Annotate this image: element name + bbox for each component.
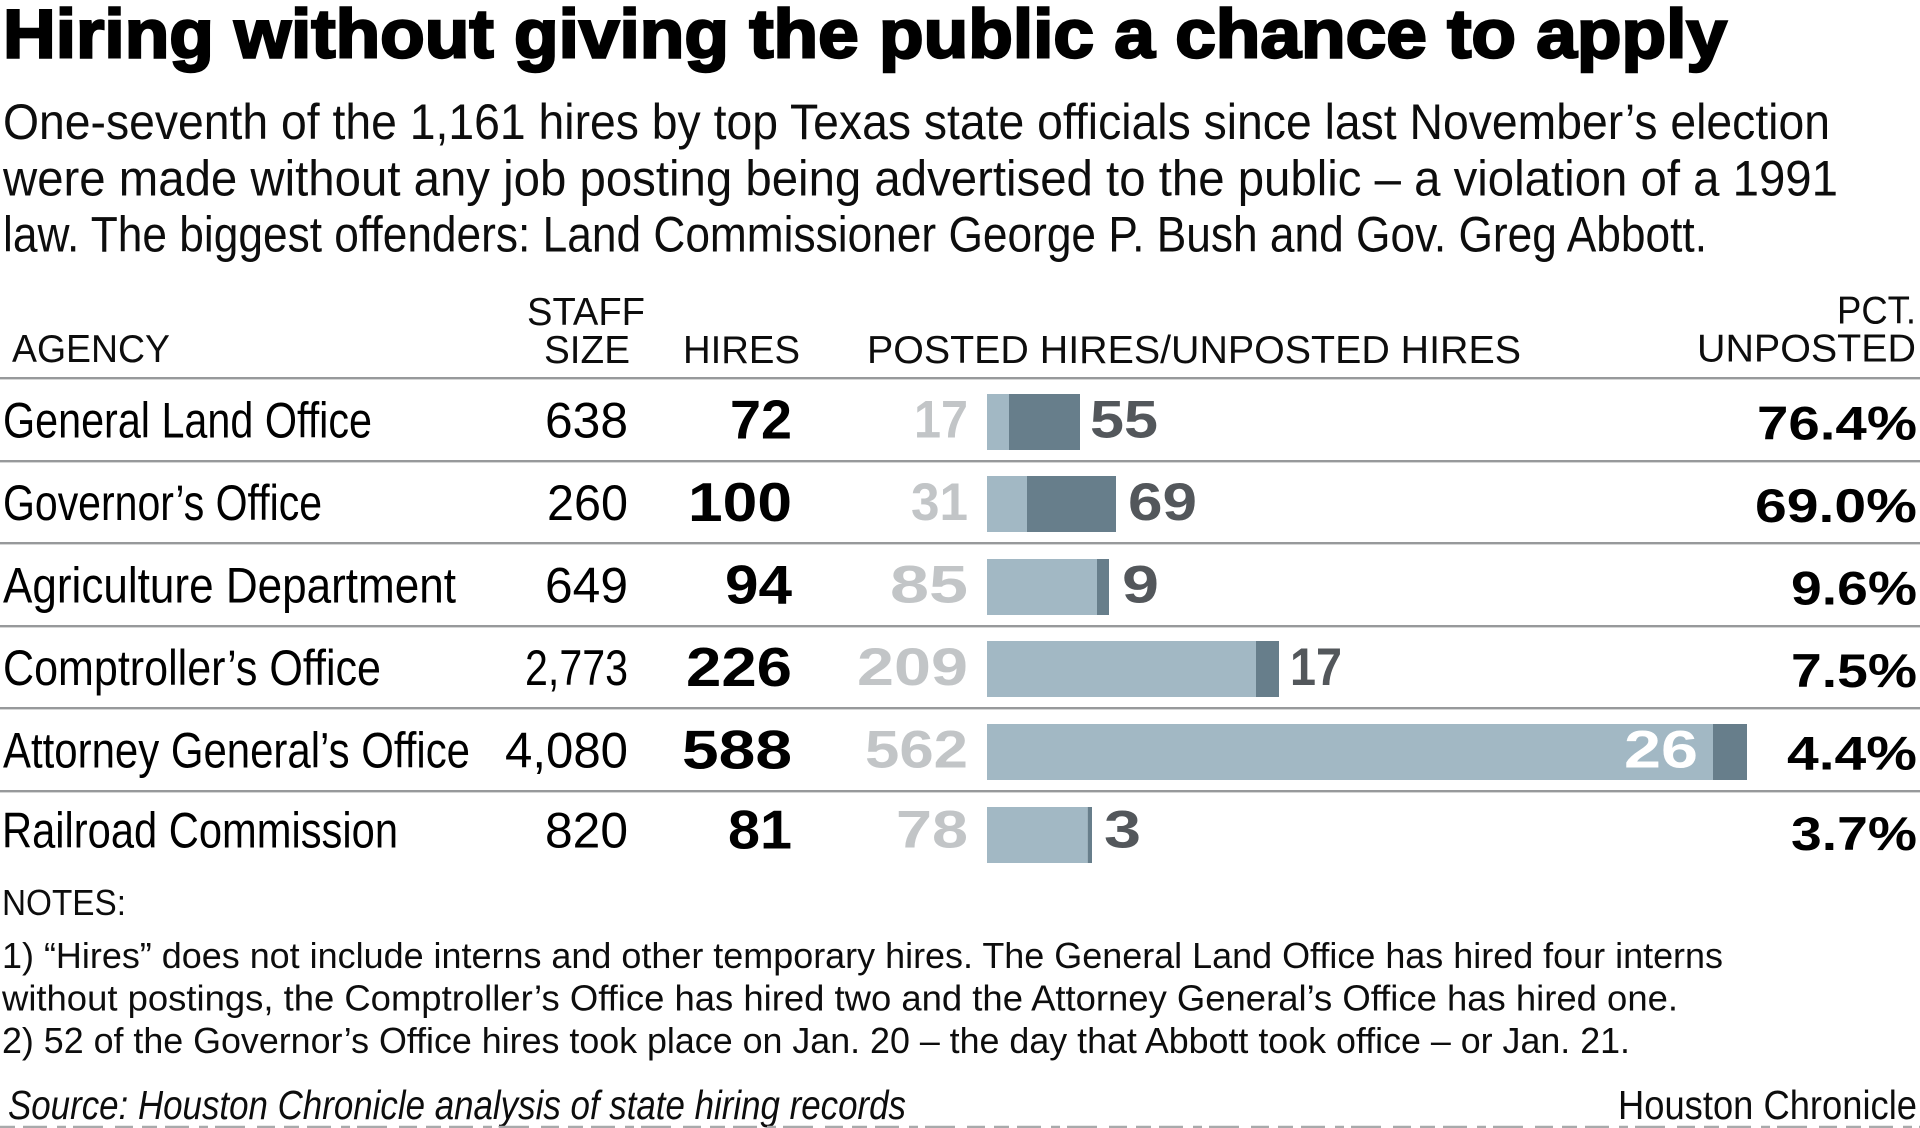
- svg-text:2,773: 2,773: [525, 640, 628, 696]
- svg-text:law. The biggest offenders: La: law. The biggest offenders: Land Commiss…: [3, 206, 1707, 263]
- svg-text:17: 17: [914, 391, 968, 450]
- svg-text:17: 17: [1290, 638, 1342, 697]
- svg-text:7.5%: 7.5%: [1791, 644, 1917, 697]
- svg-text:PCT.: PCT.: [1837, 290, 1916, 333]
- svg-text:AGENCY: AGENCY: [12, 328, 170, 371]
- svg-text:72: 72: [730, 389, 792, 451]
- svg-text:UNPOSTED: UNPOSTED: [1697, 328, 1916, 371]
- svg-text:HIRES: HIRES: [683, 329, 800, 372]
- svg-text:100: 100: [688, 471, 792, 533]
- svg-text:31: 31: [911, 473, 968, 532]
- svg-text:were made without any job post: were made without any job posting being …: [2, 150, 1838, 207]
- svg-text:26: 26: [1624, 721, 1698, 780]
- svg-text:588: 588: [682, 719, 792, 781]
- svg-text:4.4%: 4.4%: [1787, 727, 1917, 780]
- svg-text:General Land Office: General Land Office: [3, 392, 372, 449]
- svg-text:69.0%: 69.0%: [1755, 479, 1917, 532]
- svg-text:94: 94: [725, 554, 792, 616]
- svg-text:260: 260: [547, 475, 628, 531]
- svg-text:562: 562: [865, 721, 968, 780]
- svg-text:55: 55: [1090, 391, 1158, 450]
- svg-text:69: 69: [1128, 473, 1197, 532]
- svg-text:Houston Chronicle: Houston Chronicle: [1618, 1082, 1917, 1128]
- svg-text:Railroad Commission: Railroad Commission: [2, 802, 398, 859]
- svg-text:649: 649: [545, 558, 628, 614]
- svg-text:Agriculture Department: Agriculture Department: [3, 557, 456, 614]
- svg-text:without postings, the Comptrol: without postings, the Comptroller’s Offi…: [1, 978, 1678, 1019]
- svg-text:85: 85: [890, 556, 968, 615]
- svg-text:9: 9: [1122, 556, 1159, 615]
- svg-text:SIZE: SIZE: [544, 329, 630, 372]
- svg-text:Governor’s Office: Governor’s Office: [3, 474, 322, 531]
- svg-text:Hiring without giving the publ: Hiring without giving the public a chanc…: [3, 0, 1727, 73]
- svg-text:638: 638: [545, 393, 628, 449]
- svg-text:1) “Hires” does not include in: 1) “Hires” does not include interns and …: [2, 935, 1723, 976]
- svg-text:78: 78: [896, 801, 968, 860]
- svg-text:4,080: 4,080: [505, 723, 628, 779]
- svg-text:Comptroller’s Office: Comptroller’s Office: [3, 639, 381, 696]
- svg-text:NOTES:: NOTES:: [2, 882, 126, 923]
- svg-text:209: 209: [857, 638, 968, 697]
- svg-text:820: 820: [545, 803, 628, 859]
- svg-text:3: 3: [1104, 801, 1141, 860]
- svg-text:3.7%: 3.7%: [1791, 807, 1917, 860]
- svg-text:9.6%: 9.6%: [1791, 562, 1917, 615]
- svg-text:2) 52 of the Governor’s Office: 2) 52 of the Governor’s Office hires too…: [2, 1020, 1630, 1061]
- svg-text:Attorney General’s Office: Attorney General’s Office: [3, 722, 470, 779]
- svg-text:226: 226: [686, 636, 792, 698]
- svg-text:76.4%: 76.4%: [1757, 397, 1917, 450]
- svg-text:One-seventh of the 1,161 hires: One-seventh of the 1,161 hires by top Te…: [3, 93, 1830, 150]
- svg-text:81: 81: [728, 799, 792, 861]
- svg-text:POSTED HIRES/UNPOSTED HIRES: POSTED HIRES/UNPOSTED HIRES: [867, 329, 1521, 372]
- svg-text:STAFF: STAFF: [527, 291, 645, 334]
- svg-text:Source: Houston Chronicle anal: Source: Houston Chronicle analysis of st…: [8, 1082, 906, 1128]
